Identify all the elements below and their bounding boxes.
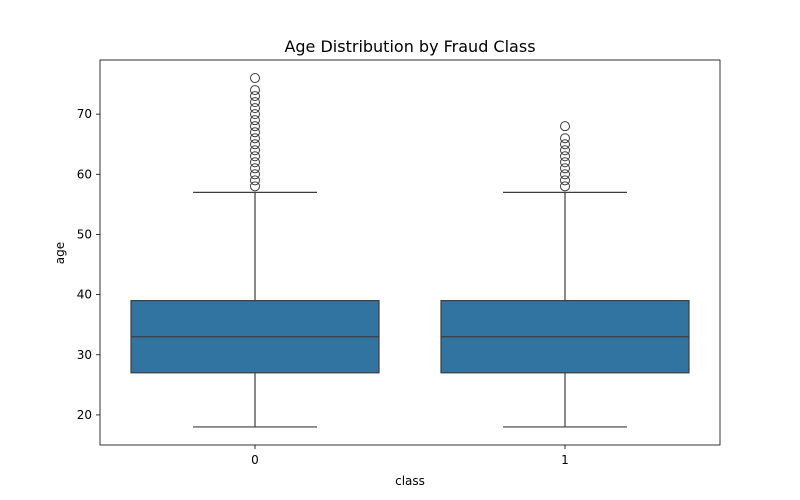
outlier-point	[250, 127, 260, 138]
outlier-point	[250, 181, 260, 192]
x-axis-label: class	[395, 474, 425, 488]
outlier-point	[560, 163, 570, 174]
plot-frame	[99, 59, 721, 446]
outlier-point	[560, 151, 570, 162]
y-tick-label: 70	[77, 107, 92, 121]
outlier-point	[560, 133, 570, 144]
outlier-point	[250, 163, 260, 174]
y-tick-label: 20	[77, 408, 92, 422]
outlier-point	[250, 91, 260, 102]
outlier-point	[560, 121, 570, 132]
outlier-point	[250, 169, 260, 180]
outlier-point	[560, 139, 570, 150]
outlier-point	[560, 181, 570, 192]
outlier-point	[250, 133, 260, 144]
outlier-point	[250, 145, 260, 156]
x-tick-label: 0	[251, 453, 259, 467]
y-axis: 20 30 40 50 60 70	[77, 107, 100, 422]
y-tick-label: 30	[77, 348, 92, 362]
outlier-point	[250, 139, 260, 150]
plot-area	[130, 73, 690, 428]
outlier-point	[250, 73, 260, 84]
box-group-0	[130, 73, 380, 428]
y-axis-label: age	[53, 242, 67, 264]
outlier-point	[250, 157, 260, 168]
outlier-point	[250, 103, 260, 114]
outlier-point	[560, 157, 570, 168]
outlier-point	[560, 175, 570, 186]
outlier-point	[250, 85, 260, 96]
y-tick-label: 60	[77, 167, 92, 181]
outlier-point	[250, 151, 260, 162]
y-tick-label: 40	[77, 288, 92, 302]
x-tick-label: 1	[561, 453, 569, 467]
outlier-point	[250, 175, 260, 186]
y-tick-label: 50	[77, 227, 92, 241]
chart-title: Age Distribution by Fraud Class	[284, 37, 535, 56]
outlier-point	[250, 115, 260, 126]
outlier-point	[250, 97, 260, 108]
outlier-point	[250, 121, 260, 132]
outlier-point	[560, 169, 570, 180]
box-group-1	[440, 121, 690, 428]
outlier-point	[250, 109, 260, 120]
outlier-point	[560, 145, 570, 156]
